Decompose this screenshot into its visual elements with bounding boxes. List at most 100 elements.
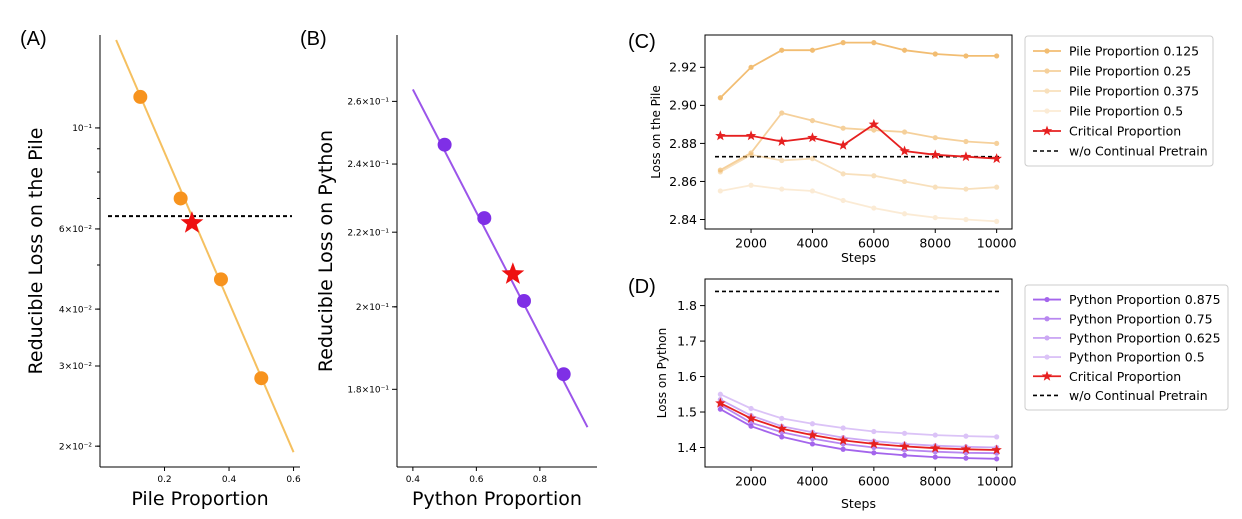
y-tick-label: 2.88 bbox=[669, 136, 697, 151]
x-tick-label: 6000 bbox=[858, 236, 890, 251]
series-point bbox=[871, 450, 877, 456]
legend-swatch bbox=[1033, 370, 1061, 381]
panel-label: (B) bbox=[300, 28, 327, 50]
legend-label: Pile Proportion 0.25 bbox=[1069, 64, 1191, 79]
x-tick-label: 10000 bbox=[977, 236, 1017, 251]
series-point bbox=[779, 110, 785, 116]
series-point bbox=[963, 186, 969, 192]
series-point bbox=[748, 152, 754, 158]
x-tick-label: 0.4 bbox=[222, 475, 237, 485]
series-point bbox=[809, 47, 816, 53]
series-point bbox=[779, 157, 785, 164]
legend-swatch-point bbox=[1044, 108, 1050, 114]
x-tick-label: 0.2 bbox=[157, 475, 171, 485]
series-point bbox=[901, 211, 908, 217]
legend-swatch-point bbox=[1044, 335, 1050, 341]
legend: Python Proportion 0.875 Python Proportion… bbox=[1024, 284, 1229, 411]
y-tick-label: 2.6×10⁻¹ bbox=[347, 98, 389, 108]
legend-swatch bbox=[1033, 125, 1061, 136]
series-star-marker bbox=[868, 118, 880, 129]
y-axis-label: Reducible Loss on the Pile bbox=[25, 128, 47, 375]
legend-swatch bbox=[1033, 316, 1061, 322]
series-point bbox=[779, 186, 785, 192]
series-1 bbox=[717, 110, 1000, 173]
y-tick-label: 2.2×10⁻¹ bbox=[347, 228, 389, 238]
legend-label: Pile Proportion 0.5 bbox=[1069, 104, 1183, 119]
series-point bbox=[809, 156, 816, 162]
series-star-marker bbox=[991, 444, 1002, 455]
series-star-marker bbox=[991, 153, 1002, 164]
y-tick-label: 2.84 bbox=[669, 212, 697, 227]
panel-label: (A) bbox=[20, 28, 47, 50]
data-point bbox=[133, 89, 148, 104]
series-point bbox=[779, 47, 785, 53]
x-tick-label: 4000 bbox=[797, 474, 829, 489]
series-line bbox=[720, 123, 997, 160]
series-line bbox=[719, 153, 997, 191]
y-tick-label: 2.90 bbox=[669, 98, 697, 113]
series-star-marker bbox=[899, 145, 910, 156]
legend-swatch bbox=[1033, 108, 1061, 114]
y-axis-label: Loss on the Pile bbox=[649, 85, 663, 178]
series-star-marker bbox=[930, 442, 941, 453]
x-tick-label: 2000 bbox=[735, 474, 767, 489]
series-star-marker bbox=[837, 139, 849, 150]
series-point bbox=[871, 428, 877, 435]
series-point bbox=[717, 95, 723, 101]
series-point bbox=[748, 405, 754, 412]
legend-label: w/o Continual Pretrain bbox=[1069, 144, 1208, 159]
legend-label: Pile Proportion 0.125 bbox=[1069, 44, 1199, 59]
series-point bbox=[963, 216, 969, 223]
legend-swatch bbox=[1033, 48, 1061, 54]
series-point bbox=[809, 117, 816, 124]
series-point bbox=[840, 425, 846, 431]
series-point bbox=[779, 434, 785, 440]
legend-box bbox=[1024, 284, 1229, 411]
legend-swatch-point bbox=[1044, 88, 1050, 94]
series-point bbox=[963, 433, 969, 439]
data-point bbox=[516, 293, 531, 308]
y-tick-label: 10⁻¹ bbox=[72, 124, 92, 134]
series-point bbox=[717, 406, 723, 412]
series-0 bbox=[717, 40, 1000, 101]
legend-swatch-point bbox=[1044, 48, 1050, 54]
legend-swatch-star bbox=[1041, 370, 1053, 381]
x-axis-label: Pile Proportion bbox=[131, 488, 268, 510]
legend-label: Python Proportion 0.75 bbox=[1069, 311, 1213, 326]
y-tick-label: 1.6 bbox=[677, 369, 697, 384]
series-point bbox=[871, 40, 877, 46]
series-point bbox=[901, 129, 908, 135]
x-tick-label: 0.8 bbox=[533, 475, 548, 485]
series-point bbox=[840, 125, 846, 131]
series-star-marker bbox=[807, 429, 818, 440]
series-star-marker bbox=[715, 130, 726, 141]
series-point bbox=[871, 205, 877, 211]
x-axis-label: Python Proportion bbox=[412, 488, 582, 510]
series-star-marker bbox=[960, 151, 972, 162]
x-tick-label: 0.6 bbox=[469, 475, 484, 485]
series-point bbox=[748, 182, 754, 188]
series-line bbox=[719, 111, 997, 171]
series-3 bbox=[717, 182, 1000, 224]
legend-label: Python Proportion 0.625 bbox=[1069, 330, 1221, 345]
x-tick-label: 4000 bbox=[797, 236, 829, 251]
y-tick-label: 2×10⁻² bbox=[59, 442, 92, 452]
legend-label: Python Proportion 0.875 bbox=[1069, 292, 1221, 307]
data-point bbox=[437, 137, 452, 152]
y-axis-label: Loss on Python bbox=[655, 328, 669, 419]
series-point bbox=[809, 441, 816, 447]
series-2 bbox=[717, 152, 1000, 192]
series-line bbox=[719, 402, 997, 451]
series-point bbox=[809, 421, 816, 427]
panel-a: (A) 0.2 0.4 0.6 10⁻¹ 6×10⁻² 4×10⁻² 3×10⁻² 2×10⁻²… bbox=[20, 28, 301, 510]
series-point bbox=[717, 391, 723, 397]
series-star-marker bbox=[745, 412, 757, 423]
series-point bbox=[994, 218, 1000, 224]
series-point bbox=[932, 214, 938, 221]
series-star-marker bbox=[960, 443, 972, 454]
series-point bbox=[871, 173, 877, 179]
legend-swatch bbox=[1033, 88, 1061, 94]
series-point bbox=[901, 430, 908, 436]
y-tick-label: 6×10⁻² bbox=[59, 225, 92, 235]
